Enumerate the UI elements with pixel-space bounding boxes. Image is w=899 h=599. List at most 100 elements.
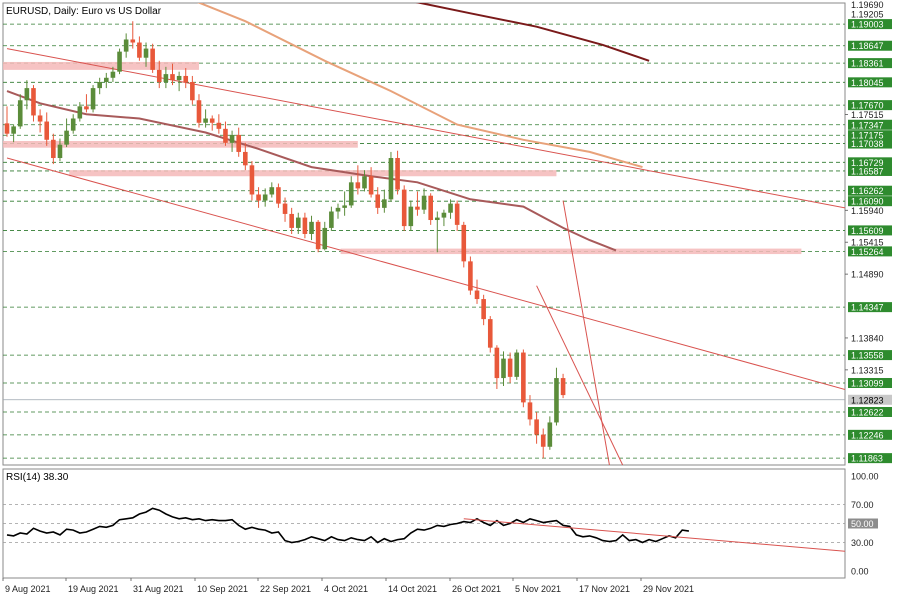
price-label: 1.14347: [851, 303, 884, 313]
x-tick-label: 9 Aug 2021: [5, 584, 51, 594]
support-zone: [340, 248, 802, 255]
x-tick-label: 5 Nov 2021: [515, 584, 561, 594]
candle-body: [51, 139, 56, 159]
candle-body: [295, 217, 301, 228]
candle-body: [342, 205, 347, 208]
price-label-box: [848, 100, 892, 111]
candle-body: [117, 51, 122, 72]
candle-body: [315, 221, 321, 250]
candle-body: [540, 434, 546, 447]
candle-body: [236, 134, 241, 152]
candle-body: [243, 151, 248, 166]
candle-body: [57, 144, 63, 159]
price-label-box: [848, 196, 892, 207]
candle-body: [77, 106, 83, 119]
candle-body: [37, 115, 43, 122]
candle-body: [269, 187, 275, 195]
candle-body: [64, 130, 69, 145]
rsi-label-box: [848, 518, 878, 529]
candle-body: [262, 194, 268, 201]
candle-body: [223, 128, 228, 143]
candle-body: [289, 213, 294, 228]
price-label: 1.16729: [851, 158, 884, 168]
candle-body: [322, 227, 328, 250]
candle-body: [216, 122, 222, 129]
candle-body: [474, 290, 480, 300]
candle-body: [183, 75, 189, 83]
candle-body: [196, 100, 202, 123]
candle-body: [441, 212, 447, 218]
rsi-tick-label: 0.00: [851, 567, 869, 577]
candle-body: [395, 158, 400, 190]
candle-body: [130, 39, 136, 43]
candle-body: [554, 378, 559, 423]
candle-body: [17, 100, 23, 127]
rsi-tick-label: 100.00: [851, 472, 879, 482]
candle-body: [203, 118, 208, 123]
x-tick-label: 19 Aug 2021: [68, 584, 119, 594]
price-tick-label: 1.15940: [851, 206, 884, 216]
candle-body: [163, 74, 169, 83]
candle-body: [461, 224, 467, 262]
price-label: 1.17175: [851, 131, 884, 141]
candle-body: [547, 422, 553, 447]
candle-body: [368, 176, 374, 195]
candle-body: [24, 88, 30, 101]
candle-body: [362, 176, 367, 189]
price-label-box: [848, 406, 892, 417]
candle-body: [375, 194, 381, 208]
price-label-box: [848, 138, 892, 149]
candle-body: [329, 211, 334, 228]
price-tick-label: 1.19690: [851, 0, 884, 10]
price-label: 1.16587: [851, 166, 884, 176]
candle-body: [170, 74, 175, 81]
candle-body: [534, 419, 539, 435]
price-label: 1.18361: [851, 59, 884, 69]
candle-body: [514, 352, 520, 377]
price-label-box: [848, 130, 892, 141]
price-label-box: [848, 157, 892, 168]
trend-line: [536, 285, 624, 465]
candle-body: [527, 402, 533, 420]
price-label-box: [848, 185, 892, 196]
candle-body: [176, 75, 182, 81]
price-label-box: [848, 225, 892, 236]
candle-body: [190, 82, 195, 101]
price-label: 1.15609: [851, 226, 884, 236]
price-label-box: [848, 394, 892, 405]
candle-body: [110, 71, 116, 78]
candle-body: [143, 48, 149, 58]
x-tick-label: 10 Sep 2021: [197, 584, 248, 594]
price-label: 1.13099: [851, 378, 884, 388]
price-label-box: [848, 119, 892, 130]
candle-body: [501, 358, 506, 379]
price-tick-label: 1.15415: [851, 238, 884, 248]
price-label: 1.15264: [851, 247, 884, 257]
candle-body: [229, 134, 235, 143]
support-zone: [3, 61, 199, 70]
price-label: 1.12246: [851, 430, 884, 440]
price-tick-label: 1.19205: [851, 10, 884, 20]
rsi-tick-label: 70.00: [851, 500, 874, 510]
candle-body: [104, 77, 109, 83]
x-tick-label: 22 Sep 2021: [260, 584, 311, 594]
rsi-label: RSI(14) 38.30: [6, 472, 69, 483]
candle-body: [382, 199, 387, 208]
candle-body: [468, 261, 473, 291]
x-tick-label: 17 Nov 2021: [579, 584, 630, 594]
candle-body: [487, 319, 493, 348]
candle-body: [521, 352, 526, 403]
price-label-box: [848, 40, 892, 51]
price-label: 1.17670: [851, 101, 884, 111]
trend-line: [562, 200, 610, 465]
x-tick-label: 26 Oct 2021: [452, 584, 501, 594]
candle-body: [150, 48, 155, 70]
price-label-box: [848, 350, 892, 361]
price-label-box: [848, 246, 892, 257]
candle-body: [249, 165, 255, 195]
price-label: 1.18045: [851, 78, 884, 88]
price-label: 1.16262: [851, 186, 884, 196]
price-label: 1.17038: [851, 139, 884, 149]
candle-body: [97, 82, 102, 89]
